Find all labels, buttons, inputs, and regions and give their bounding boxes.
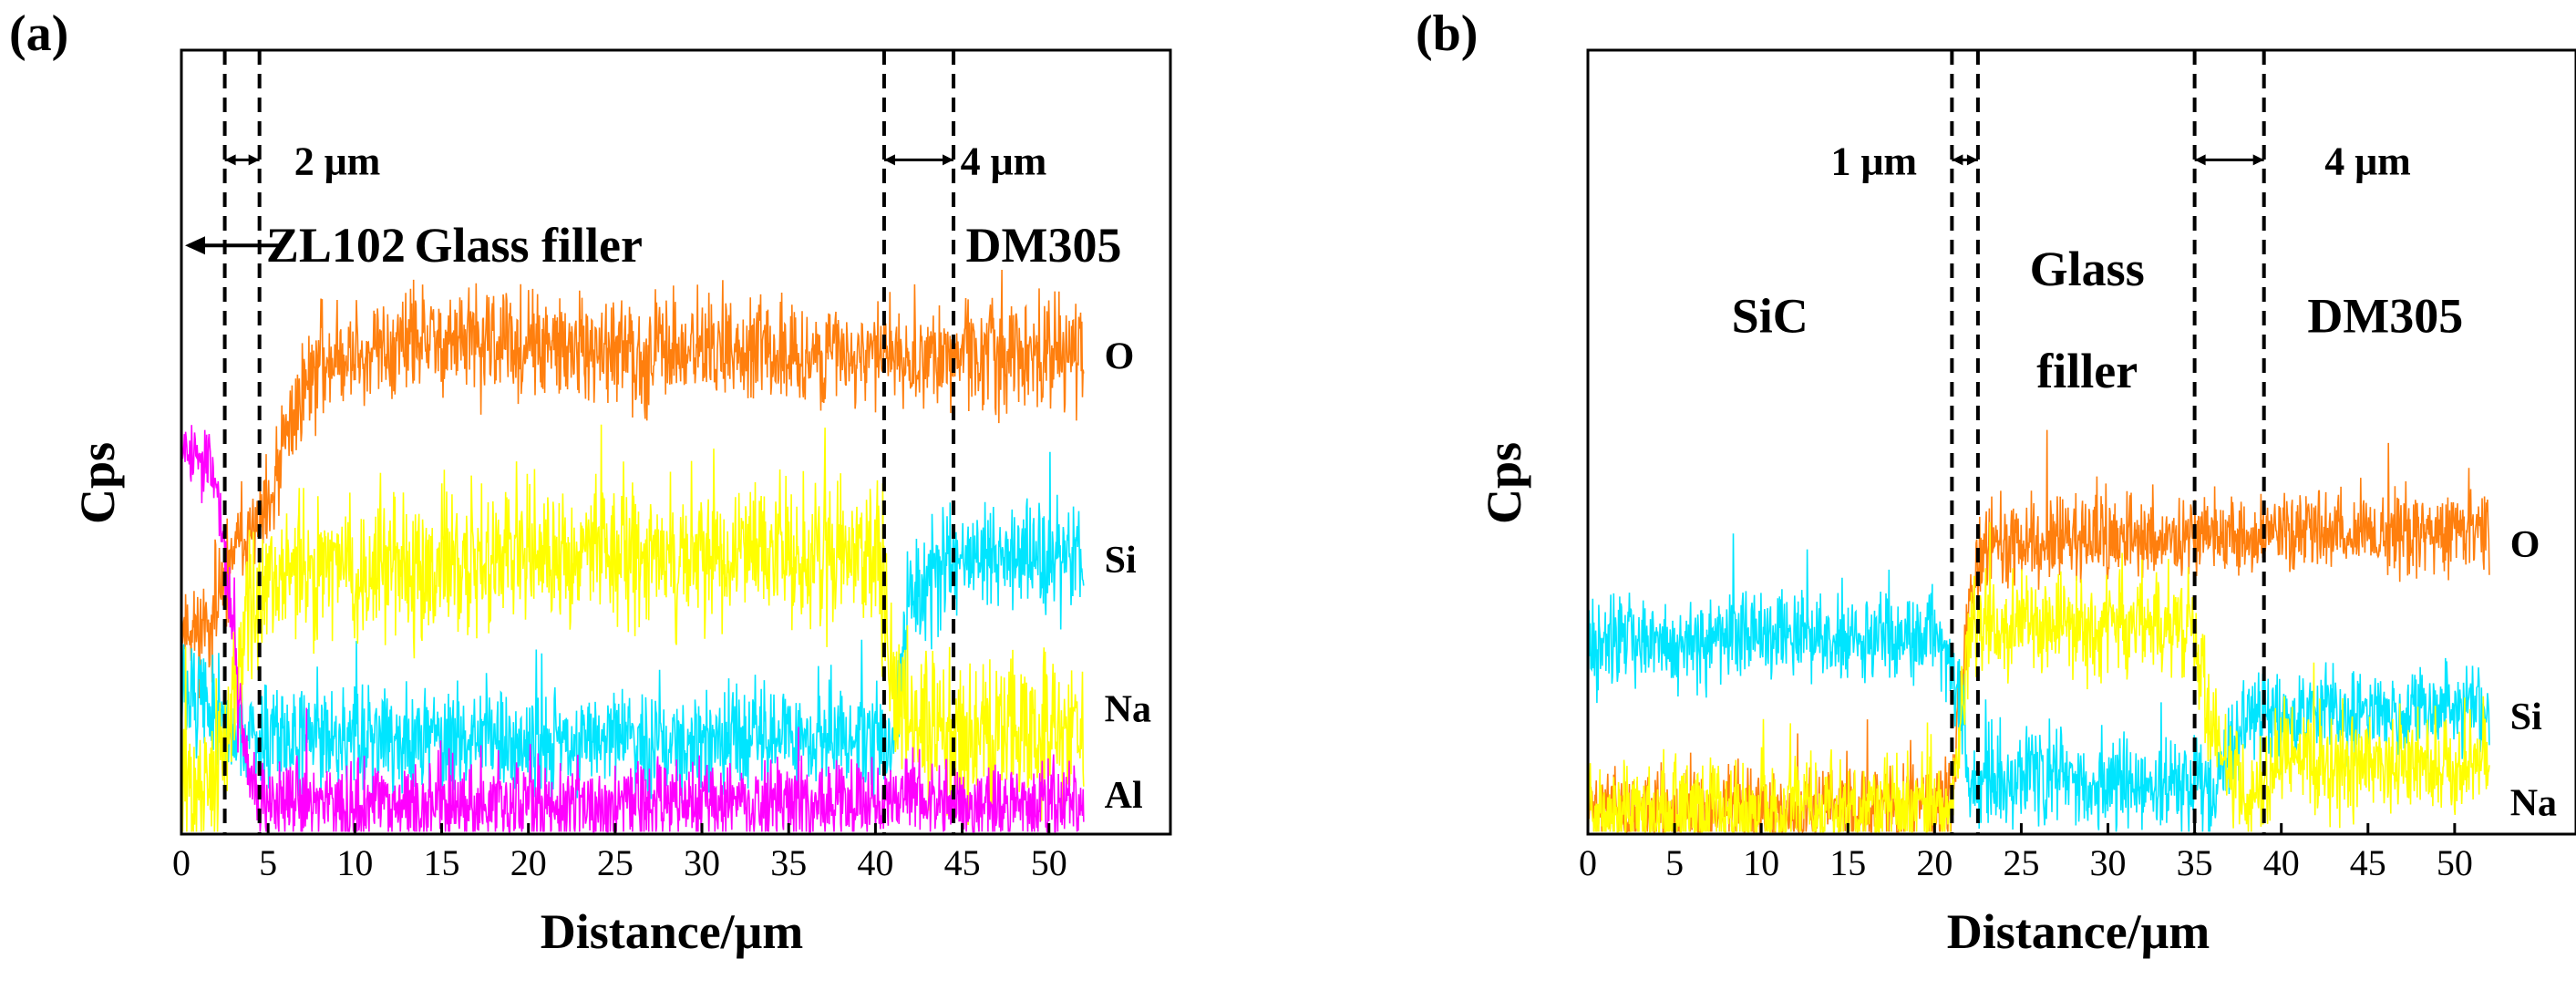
series-line-na — [181, 424, 1085, 832]
series-group — [1588, 429, 2490, 834]
series-label-al: Al — [1105, 775, 1143, 817]
region-label: DM305 — [2307, 289, 2463, 344]
x-tick-label: 10 — [1743, 842, 1779, 883]
x-tick-label: 10 — [336, 842, 373, 883]
series-line-si — [1588, 533, 2490, 832]
x-tick-label: 5 — [259, 842, 277, 883]
series-label-o: O — [2510, 524, 2540, 566]
width-label: 1 μm — [1830, 139, 1917, 183]
arrow-head — [1952, 154, 1978, 166]
x-tick-label: 40 — [2263, 842, 2300, 883]
region-label: SiC — [1732, 289, 1808, 344]
width-label: 4 μm — [961, 139, 1047, 183]
series-label-si: Si — [2510, 696, 2542, 738]
panel-label: (a) — [9, 5, 68, 62]
x-axis-title: Distance/μm — [541, 904, 804, 959]
series-line-o — [1588, 429, 2490, 834]
arrow-head — [224, 154, 260, 166]
region-label: ZL102 — [266, 218, 406, 273]
series-line-si — [181, 451, 1085, 809]
region-label: filler — [2036, 344, 2138, 398]
x-tick-label: 40 — [857, 842, 893, 883]
panel-label: (b) — [1416, 5, 1478, 62]
x-tick-label: 30 — [2090, 842, 2127, 883]
x-tick-label: 15 — [1829, 842, 1866, 883]
width-label: 4 μm — [2324, 139, 2411, 183]
x-tick-label: 45 — [2350, 842, 2386, 883]
x-tick-label: 45 — [944, 842, 981, 883]
width-label: 2 μm — [294, 139, 381, 183]
series-line-o — [181, 269, 1085, 699]
series-group — [181, 269, 1085, 833]
x-tick-label: 35 — [770, 842, 807, 883]
x-tick-label: 0 — [1579, 842, 1597, 883]
y-axis-title: Cps — [70, 442, 125, 524]
x-axis-title: Distance/μm — [1947, 904, 2210, 959]
x-tick-label: 50 — [2437, 842, 2473, 883]
series-label-si: Si — [1105, 540, 1137, 582]
plot-frame — [180, 48, 1172, 836]
x-tick-label: 25 — [2003, 842, 2039, 883]
region-label: Glass — [2030, 242, 2145, 296]
y-axis-title: Cps — [1477, 442, 1531, 524]
x-tick-label: 50 — [1031, 842, 1067, 883]
plot-frame — [1586, 48, 2576, 836]
x-tick-label: 25 — [597, 842, 634, 883]
x-tick-label: 15 — [424, 842, 460, 883]
x-tick-label: 0 — [172, 842, 191, 883]
x-tick-label: 5 — [1665, 842, 1684, 883]
x-tick-label: 35 — [2177, 842, 2213, 883]
series-line-na — [1588, 521, 2490, 833]
region-label: Glass filler — [414, 218, 642, 273]
series-label-na: Na — [1105, 688, 1151, 730]
arrow-head — [185, 236, 205, 255]
x-tick-label: 20 — [510, 842, 547, 883]
x-tick-label: 20 — [1916, 842, 1953, 883]
region-label: DM305 — [966, 218, 1122, 273]
series-label-na: Na — [2510, 783, 2557, 825]
series-line-al — [181, 425, 1085, 833]
x-tick-label: 30 — [684, 842, 720, 883]
panel-a: O Si Na Al 2 μm 4 μm ZL102 Glass filler DM305 0 5 1… — [9, 5, 1172, 959]
series-label-o: O — [1105, 335, 1135, 377]
panel-b: O Si Na 1 μm 4 μm SiC Glass filler DM305 0 5 10 15 20… — [1416, 5, 2576, 959]
